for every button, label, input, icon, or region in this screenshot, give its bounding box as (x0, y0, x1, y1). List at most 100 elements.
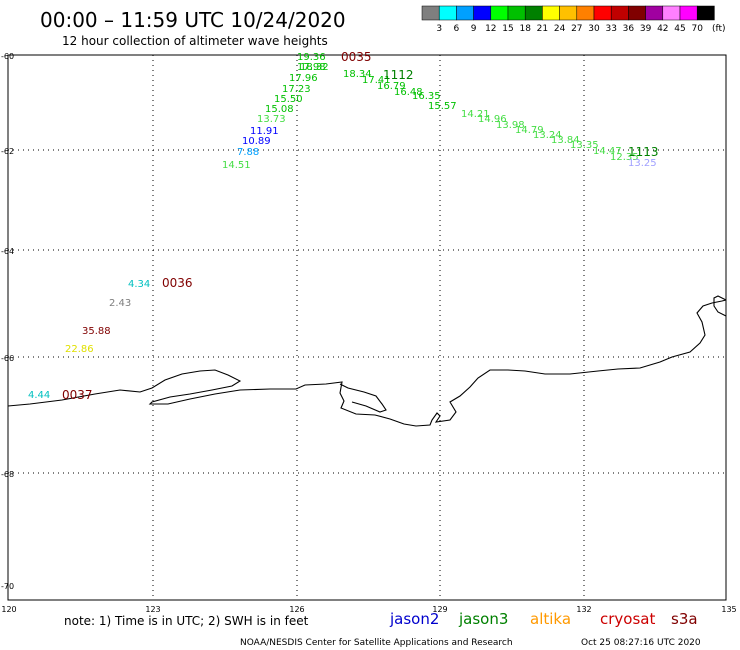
legend-swatch (679, 5, 698, 21)
wave-height-observations: 19.36 18.32 17.98 17.96 17.23 15.50 15.0… (28, 52, 657, 401)
antarctic-coastline (7, 295, 727, 427)
time-labels: 0035 1112 1113 0036 0037 (62, 50, 659, 402)
observation-value: 35.88 (82, 326, 111, 337)
y-tick-label: -62 (1, 147, 14, 156)
observation-value: 13.25 (628, 158, 657, 169)
observation-value: 13.98 (496, 120, 525, 131)
time-label: 0036 (162, 276, 193, 290)
legend-tick-label: 12 (485, 24, 496, 34)
legend-tick-label: 24 (554, 24, 566, 34)
observation-value: 15.57 (428, 101, 457, 112)
observation-value: 12.35 (610, 152, 639, 163)
observation-value: 13.35 (570, 140, 599, 151)
y-tick-label: -66 (1, 354, 14, 363)
footer-credit: NOAA/NESDIS Center for Satellite Applica… (240, 638, 513, 648)
observation-value: 10.89 (242, 136, 271, 147)
page-title: 00:00 – 11:59 UTC 10/24/2020 (40, 8, 346, 32)
satellite-legend: jason2 jason3 altika cryosat s3a (389, 610, 698, 628)
x-axis-labels: 120 123 126 129 132 135 (1, 605, 736, 614)
observation-value: 13.84 (551, 135, 580, 146)
legend-swatch (593, 5, 612, 21)
satellite-name-s3a: s3a (671, 610, 698, 628)
observation-value: 17.96 (289, 73, 318, 84)
map-border (7, 54, 727, 601)
observation-value: 14.21 (461, 109, 490, 120)
observation-value: 19.36 (297, 52, 326, 63)
legend-tick-label: 3 (436, 24, 442, 34)
footer-timestamp: Oct 25 08:27:16 UTC 2020 (581, 638, 701, 648)
legend-swatch (438, 5, 457, 21)
y-tick-label: -68 (1, 470, 14, 479)
observation-value: 16.35 (412, 91, 441, 102)
legend-swatch (576, 5, 595, 21)
x-tick-label: 126 (289, 605, 304, 614)
legend-tick-label: 30 (588, 24, 600, 34)
legend-unit: (ft) (712, 24, 726, 34)
legend-swatch (559, 5, 578, 21)
legend-tick-label: 15 (502, 24, 513, 34)
graticule (8, 55, 726, 600)
legend-swatch (662, 5, 681, 21)
legend-swatch (696, 5, 715, 21)
page-subtitle: 12 hour collection of altimeter wave hei… (62, 34, 328, 48)
x-tick-label: 135 (721, 605, 736, 614)
observation-value: 17.98 (297, 62, 326, 73)
observation-value: 13.73 (257, 114, 286, 125)
observation-value: 7.88 (237, 147, 259, 158)
coastline-inlet (339, 383, 387, 413)
legend-tick-label: 18 (519, 24, 531, 34)
legend-swatch (421, 5, 440, 21)
observation-value: 14.47 (593, 146, 622, 157)
observation-value: 4.34 (128, 279, 150, 290)
x-tick-label: 132 (576, 605, 591, 614)
observation-value: 4.44 (28, 390, 50, 401)
legend-tick-label: 9 (471, 24, 477, 34)
time-label: 1113 (628, 145, 659, 159)
legend-swatch (507, 5, 526, 21)
legend-swatch (645, 5, 664, 21)
satellite-name-jason2: jason2 (389, 610, 439, 628)
legend-tick-label: 45 (674, 24, 685, 34)
legend-tick-label: 33 (605, 24, 616, 34)
observation-value: 2.43 (109, 298, 131, 309)
observation-value: 16.79 (377, 81, 406, 92)
y-tick-label: -64 (1, 247, 14, 256)
legend-tick-label: 42 (657, 24, 668, 34)
y-tick-label: -60 (1, 52, 14, 61)
time-label: 1112 (383, 68, 414, 82)
legend-tick-label: 36 (623, 24, 635, 34)
legend-tick-label: 70 (691, 24, 703, 34)
observation-value: 18.34 (343, 69, 372, 80)
legend-tick-label: 39 (640, 24, 652, 34)
satellite-name-altika: altika (530, 610, 571, 628)
observation-value: 16.48 (394, 87, 423, 98)
time-label: 0035 (341, 50, 372, 64)
x-tick-label: 129 (432, 605, 447, 614)
map-frame (7, 54, 727, 601)
observation-value: 18.32 (300, 62, 329, 73)
observation-value: 14.96 (478, 114, 507, 125)
observation-value: 11.91 (250, 126, 279, 137)
legend-swatch (542, 5, 560, 21)
time-label: 0037 (62, 388, 93, 402)
observation-value: 17.23 (282, 84, 311, 95)
observation-value: 15.08 (265, 104, 294, 115)
legend-tick-label: 21 (537, 24, 548, 34)
observation-value: 14.51 (222, 160, 251, 171)
observation-value: 22.86 (65, 344, 94, 355)
observation-value: 15.50 (274, 94, 303, 105)
observation-value: 14.79 (515, 125, 544, 136)
observation-value: 13.24 (533, 130, 562, 141)
legend-swatch (490, 5, 509, 21)
legend-swatch (473, 5, 492, 21)
x-tick-label: 123 (145, 605, 160, 614)
y-tick-label: -70 (1, 582, 14, 591)
legend-swatch (524, 5, 543, 21)
y-axis-labels: -60 -62 -64 -66 -68 -70 (1, 52, 14, 591)
legend-swatch (610, 5, 629, 21)
legend-swatch (456, 5, 474, 21)
x-tick-label: 120 (1, 605, 16, 614)
satellite-name-cryosat: cryosat (600, 610, 655, 628)
legend-swatch (628, 5, 646, 21)
